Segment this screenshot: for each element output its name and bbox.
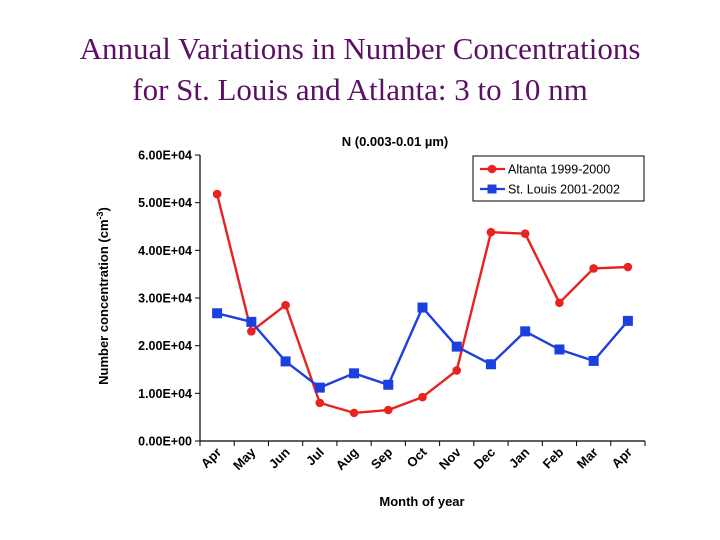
legend-marker-atlanta [487,164,497,174]
data-point-atlanta [589,264,598,273]
slide-title-line-2: for St. Louis and Atlanta: 3 to 10 nm [132,72,588,107]
x-tick-label: Mar [574,445,601,472]
x-tick-label: Apr [198,445,224,471]
data-point-atlanta [623,262,633,272]
data-point-stlouis [520,326,531,337]
data-point-stlouis [246,316,257,327]
x-tick-label: Nov [436,444,465,473]
series-layer [212,189,633,418]
x-tick-label: Apr [609,445,635,471]
y-tick-label: 6.00E+04 [138,149,192,163]
x-axis-ticks: Apr May Jun Jul Aug Sep Oct Nov Dec Jan Feb Mar Apr [198,441,646,473]
data-point-stlouis [314,382,325,393]
data-point-atlanta [383,405,393,415]
y-axis-ticks: 0.00E+00 1.00E+04 2.00E+04 3.00E+04 4.00E+04… [138,149,200,449]
data-point-stlouis [280,356,291,367]
data-point-atlanta [520,229,530,238]
x-tick-label: Feb [540,444,567,471]
data-point-atlanta [486,227,496,237]
y-tick-label: 4.00E+04 [138,244,192,258]
y-tick-label: 3.00E+04 [138,292,192,306]
y-tick-label: 5.00E+04 [138,196,192,210]
legend-box [472,155,645,202]
x-tick-label: Dec [471,445,498,472]
legend: Altanta 1999-2000 St. Louis 2001-2002 [472,155,645,202]
slide-title-line-1: Annual Variations in Number Concentratio… [79,31,641,66]
data-point-stlouis [349,368,360,379]
data-point-atlanta [452,366,462,375]
series-line-stlouis [216,306,629,389]
data-point-stlouis [554,344,565,355]
data-point-atlanta [418,392,427,402]
x-tick-label: Oct [404,444,430,470]
data-point-atlanta [281,300,290,310]
y-axis-label-text: Number concentration (cm [96,219,111,384]
data-point-stlouis [588,355,599,366]
x-tick-label: Jan [506,444,532,470]
data-point-stlouis [622,315,633,326]
legend-label-stlouis: St. Louis 2001-2002 [508,183,620,197]
x-tick-label: Aug [333,444,362,473]
y-tick-label: 0.00E+00 [138,435,192,449]
data-point-atlanta [349,408,359,418]
legend-marker-stlouis [487,184,497,194]
y-axis-label-close: ) [96,207,111,211]
y-tick-label: 2.00E+04 [138,339,192,353]
legend-label-atlanta: Altanta 1999-2000 [508,163,610,177]
data-point-atlanta [212,189,222,199]
data-point-atlanta [315,398,325,408]
data-point-stlouis [451,341,462,352]
x-tick-label: May [230,444,259,473]
y-tick-label: 1.00E+04 [138,387,192,401]
x-tick-label: Jul [303,445,327,469]
data-point-stlouis [383,379,394,390]
data-point-atlanta [247,327,256,336]
slide-title: Annual Variations in Number Concentratio… [0,28,720,110]
chart-title: N (0.003-0.01 µm) [342,134,448,149]
data-point-stlouis [417,302,428,313]
data-point-atlanta [555,298,564,308]
y-axis-label: Number concentration (cm-3) [95,207,111,385]
x-axis-label: Month of year [379,494,464,509]
data-point-stlouis [485,359,496,370]
data-point-stlouis [212,308,223,319]
x-tick-label: Jun [266,444,293,471]
y-axis-label-exponent: -3 [95,211,105,219]
x-tick-label: Sep [368,444,396,472]
